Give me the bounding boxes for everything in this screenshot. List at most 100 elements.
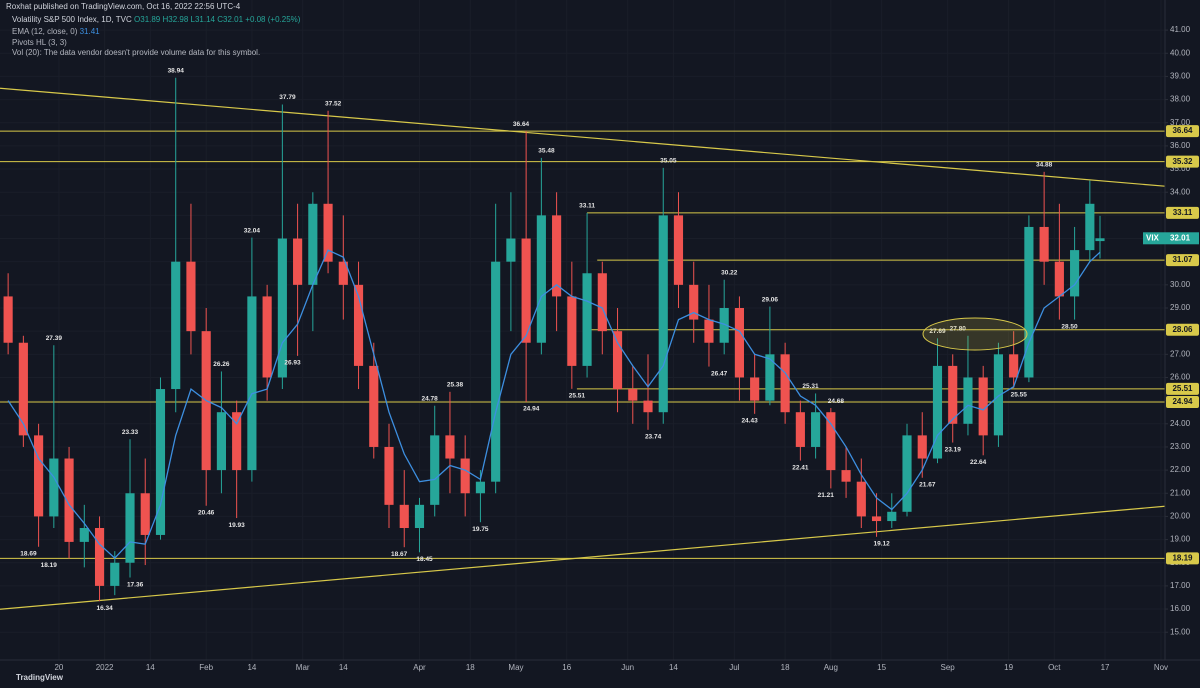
level-price-label: 28.06 [1172, 325, 1193, 334]
candle-body [110, 562, 120, 586]
candle-body [917, 435, 927, 459]
candle-body [353, 284, 364, 366]
pivot-label: 22.64 [970, 459, 987, 466]
x-tick-label: 2022 [96, 663, 114, 672]
candle-body [612, 331, 623, 390]
pivot-label: 25.55 [1011, 392, 1028, 399]
candle-body [597, 273, 607, 332]
candle-body [369, 365, 379, 447]
ohlc-change: +0.08 (+0.25%) [245, 15, 300, 24]
candle-body [1095, 238, 1105, 242]
pivot-label: 28.50 [1061, 323, 1078, 330]
pivot-label: 26.93 [284, 360, 301, 367]
candle-body [856, 481, 866, 517]
candle-body [689, 284, 699, 320]
symbol-name: Volatility S&P 500 Index, 1D, TVC [12, 15, 132, 24]
pivot-label: 24.68 [828, 398, 845, 405]
level-price-label: 33.11 [1173, 208, 1193, 217]
pivot-label: 18.45 [416, 556, 433, 563]
pivot-label: 35.05 [660, 158, 677, 165]
pivot-label: 35.48 [538, 148, 555, 155]
level-price-label: 36.64 [1172, 126, 1193, 135]
candle-body [1085, 203, 1095, 251]
candle-body [811, 412, 821, 447]
header: Roxhat published on TradingView.com, Oct… [6, 2, 301, 57]
pivot-label: 27.39 [46, 335, 63, 342]
pivot-label: 23.74 [645, 434, 662, 441]
pivot-label: 37.79 [279, 94, 296, 101]
candle-body [3, 296, 13, 343]
pivot-label: 26.47 [711, 370, 728, 377]
candle-body [475, 481, 485, 494]
candle-body [841, 470, 851, 482]
candle-body [1039, 226, 1049, 262]
y-tick-label: 26.00 [1170, 373, 1191, 382]
published-note: Roxhat published on TradingView.com, Oct… [6, 2, 241, 11]
level-price-label: 31.07 [1172, 255, 1193, 264]
candle-body [262, 296, 272, 378]
candle-body [247, 296, 257, 471]
candle-body [216, 412, 226, 471]
pivot-label: 33.11 [579, 203, 595, 210]
ohlc-open: O31.89 [134, 15, 161, 24]
candle-body [704, 319, 714, 343]
candle-body [1054, 261, 1064, 297]
candle-body [1024, 226, 1034, 378]
level-price-box [1166, 254, 1199, 267]
y-tick-label: 38.00 [1170, 95, 1191, 104]
x-tick-label: 14 [339, 663, 348, 672]
candle-body [94, 528, 105, 586]
candle-body [536, 215, 546, 343]
y-tick-label: 36.00 [1170, 141, 1191, 150]
pivot-label: 26.26 [213, 361, 230, 368]
pivot-label: 23.19 [945, 446, 962, 453]
y-tick-label: 29.00 [1170, 303, 1191, 312]
candle-body [932, 365, 943, 459]
axes: 15.0016.0017.0018.0019.0020.0021.0022.00… [54, 25, 1199, 672]
pivot-label: 24.94 [523, 406, 540, 413]
candle-body [734, 308, 744, 378]
level-price-box [1166, 382, 1199, 395]
pivot-label: 30.22 [721, 269, 738, 276]
candle-body [171, 261, 181, 390]
candle-body [582, 273, 592, 366]
last-price-symbol: VIX [1146, 233, 1160, 242]
brand: TradingView [16, 673, 64, 682]
candle-body [414, 504, 425, 528]
pivot-label: 21.21 [818, 492, 835, 499]
candle-body [323, 203, 333, 262]
x-tick-label: 14 [146, 663, 155, 672]
level-price-box [1166, 396, 1199, 409]
pivot-label: 25.31 [802, 383, 819, 390]
pivot-label: 37.52 [325, 100, 342, 107]
x-tick-label: 18 [781, 663, 790, 672]
candle-body [780, 354, 790, 413]
candle-body [445, 435, 455, 459]
level-price-label: 25.51 [1172, 384, 1193, 393]
candle-body [34, 435, 44, 517]
ema-legend: EMA (12, close, 0) 31.41 [12, 27, 100, 36]
candle-body [765, 354, 775, 401]
x-tick-label: 16 [562, 663, 571, 672]
ohlc-close: C32.01 [217, 15, 243, 24]
y-tick-label: 30.00 [1170, 280, 1191, 289]
x-tick-label: 17 [1101, 663, 1110, 672]
x-tick-label: 19 [1004, 663, 1013, 672]
candle-body [628, 389, 638, 401]
x-tick-label: Jun [621, 663, 634, 672]
x-tick-label: Mar [296, 663, 310, 672]
x-tick-label: 14 [669, 663, 678, 672]
pivot-label: 17.36 [127, 581, 144, 588]
pivots-legend: Pivots HL (3, 3) [12, 38, 67, 47]
candle-body [948, 365, 958, 424]
level-price-label: 18.19 [1172, 553, 1193, 562]
candle-body [750, 377, 760, 401]
pivot-label: 24.43 [741, 418, 758, 425]
candle-body [826, 412, 836, 471]
level-price-box [1166, 125, 1199, 138]
candle-body [506, 238, 516, 262]
y-tick-label: 19.00 [1170, 535, 1191, 544]
candle-body [155, 389, 166, 535]
